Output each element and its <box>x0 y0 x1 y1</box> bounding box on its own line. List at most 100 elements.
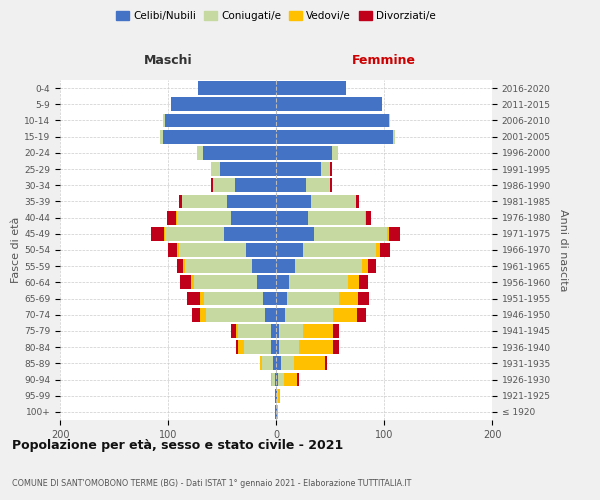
Bar <box>265 308 276 322</box>
Bar <box>206 308 265 322</box>
Bar <box>185 260 252 273</box>
Bar <box>289 276 349 289</box>
Text: Maschi: Maschi <box>143 54 193 67</box>
Bar <box>164 227 165 240</box>
Text: Femmine: Femmine <box>352 54 416 67</box>
Bar <box>262 356 273 370</box>
Bar <box>176 210 230 224</box>
Bar <box>276 405 277 419</box>
Bar <box>214 178 235 192</box>
Bar <box>338 292 358 306</box>
Bar <box>387 227 389 240</box>
Bar <box>180 276 191 289</box>
Bar <box>276 340 279 354</box>
Bar <box>296 372 299 386</box>
Bar <box>368 260 376 273</box>
Bar <box>276 243 303 257</box>
Bar <box>392 130 395 143</box>
Bar <box>365 210 371 224</box>
Bar <box>272 372 275 386</box>
Bar <box>276 292 287 306</box>
Bar <box>314 227 387 240</box>
Bar <box>183 260 185 273</box>
Bar <box>284 372 296 386</box>
Bar <box>349 276 359 289</box>
Bar <box>275 389 276 402</box>
Bar <box>277 389 278 402</box>
Bar <box>252 260 276 273</box>
Bar <box>176 260 183 273</box>
Bar <box>276 227 314 240</box>
Bar <box>303 243 376 257</box>
Bar <box>276 210 308 224</box>
Bar <box>276 276 289 289</box>
Bar <box>276 162 322 176</box>
Bar <box>276 308 284 322</box>
Bar <box>227 194 276 208</box>
Bar <box>165 227 224 240</box>
Bar <box>238 324 271 338</box>
Bar <box>179 243 246 257</box>
Bar <box>322 162 330 176</box>
Bar <box>257 276 276 289</box>
Bar <box>194 276 257 289</box>
Bar <box>333 308 357 322</box>
Bar <box>276 81 346 95</box>
Bar <box>224 227 276 240</box>
Bar <box>332 146 338 160</box>
Bar <box>220 162 276 176</box>
Bar <box>275 372 276 386</box>
Bar <box>163 114 165 128</box>
Bar <box>168 243 176 257</box>
Bar <box>275 405 276 419</box>
Bar <box>276 260 295 273</box>
Bar <box>281 356 295 370</box>
Bar <box>263 292 276 306</box>
Bar <box>271 340 276 354</box>
Bar <box>276 146 332 160</box>
Bar <box>273 356 276 370</box>
Bar <box>211 162 220 176</box>
Bar <box>171 98 276 111</box>
Bar <box>192 308 200 322</box>
Bar <box>308 210 365 224</box>
Bar <box>276 324 279 338</box>
Bar <box>203 146 276 160</box>
Bar <box>160 130 163 143</box>
Bar <box>191 276 194 289</box>
Bar <box>295 356 325 370</box>
Bar <box>276 130 392 143</box>
Bar <box>167 210 176 224</box>
Bar <box>311 194 356 208</box>
Bar <box>277 405 278 419</box>
Bar <box>276 372 278 386</box>
Bar <box>163 130 276 143</box>
Bar <box>276 178 306 192</box>
Bar <box>359 276 368 289</box>
Bar <box>333 324 338 338</box>
Bar <box>362 260 368 273</box>
Bar <box>271 324 276 338</box>
Y-axis label: Fasce di età: Fasce di età <box>11 217 21 283</box>
Bar <box>230 324 236 338</box>
Bar <box>356 194 359 208</box>
Bar <box>330 178 332 192</box>
Bar <box>235 178 276 192</box>
Bar <box>284 308 333 322</box>
Bar <box>380 243 391 257</box>
Bar <box>295 260 362 273</box>
Bar <box>299 340 333 354</box>
Bar <box>244 340 271 354</box>
Bar <box>276 114 389 128</box>
Bar <box>357 308 365 322</box>
Bar <box>179 194 182 208</box>
Bar <box>287 292 338 306</box>
Text: Popolazione per età, sesso e stato civile - 2021: Popolazione per età, sesso e stato civil… <box>12 440 343 452</box>
Bar <box>211 178 214 192</box>
Y-axis label: Anni di nascita: Anni di nascita <box>557 208 568 291</box>
Bar <box>176 243 179 257</box>
Bar <box>389 114 391 128</box>
Bar <box>279 340 299 354</box>
Bar <box>246 243 276 257</box>
Bar <box>230 210 276 224</box>
